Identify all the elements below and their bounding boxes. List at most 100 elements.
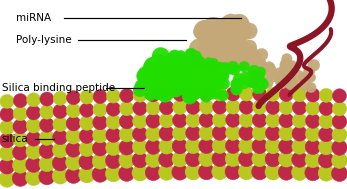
Circle shape <box>66 142 81 157</box>
Circle shape <box>276 72 287 82</box>
Circle shape <box>229 26 243 39</box>
Circle shape <box>225 53 240 68</box>
Circle shape <box>202 81 217 96</box>
Circle shape <box>132 165 148 181</box>
Circle shape <box>0 158 15 174</box>
Circle shape <box>257 62 270 75</box>
Circle shape <box>52 168 68 184</box>
Circle shape <box>105 153 121 169</box>
Circle shape <box>208 58 219 69</box>
Circle shape <box>225 46 239 61</box>
Circle shape <box>66 116 81 131</box>
Circle shape <box>183 70 198 86</box>
Circle shape <box>12 145 28 160</box>
Circle shape <box>133 114 147 129</box>
Circle shape <box>155 77 174 97</box>
Circle shape <box>332 153 347 168</box>
Circle shape <box>319 88 333 102</box>
Circle shape <box>186 138 201 154</box>
Circle shape <box>197 47 214 63</box>
Circle shape <box>79 116 94 130</box>
Circle shape <box>168 79 181 92</box>
Circle shape <box>167 65 184 83</box>
Circle shape <box>26 144 41 159</box>
Circle shape <box>172 139 188 154</box>
Circle shape <box>196 45 217 65</box>
Circle shape <box>178 68 190 81</box>
Circle shape <box>165 82 178 95</box>
Circle shape <box>191 53 209 70</box>
Circle shape <box>66 103 81 118</box>
Circle shape <box>79 154 95 170</box>
Circle shape <box>212 164 228 180</box>
Circle shape <box>225 164 241 180</box>
Circle shape <box>144 88 157 101</box>
Circle shape <box>145 60 163 78</box>
Circle shape <box>182 72 196 86</box>
Circle shape <box>93 102 107 117</box>
Circle shape <box>252 125 267 140</box>
Circle shape <box>39 143 54 159</box>
Circle shape <box>305 126 320 141</box>
Circle shape <box>26 106 41 120</box>
Circle shape <box>305 165 321 181</box>
Circle shape <box>144 57 161 73</box>
Circle shape <box>230 83 242 95</box>
Circle shape <box>92 141 108 156</box>
Circle shape <box>230 79 240 89</box>
Circle shape <box>331 165 347 182</box>
Circle shape <box>158 89 171 103</box>
Circle shape <box>273 67 286 81</box>
Circle shape <box>198 30 211 44</box>
Circle shape <box>146 73 159 87</box>
Circle shape <box>239 100 254 114</box>
Circle shape <box>265 164 281 180</box>
Circle shape <box>189 80 205 95</box>
Circle shape <box>222 62 230 69</box>
Circle shape <box>249 73 264 89</box>
Circle shape <box>219 24 239 44</box>
Circle shape <box>284 63 296 75</box>
Circle shape <box>212 125 227 140</box>
Circle shape <box>198 151 214 167</box>
Circle shape <box>190 71 204 85</box>
Circle shape <box>256 78 269 90</box>
Circle shape <box>202 74 218 90</box>
Circle shape <box>281 53 292 64</box>
Circle shape <box>211 19 232 40</box>
Circle shape <box>255 57 266 68</box>
Circle shape <box>199 47 217 65</box>
Circle shape <box>259 79 269 90</box>
Circle shape <box>209 76 218 85</box>
Circle shape <box>231 79 243 90</box>
Circle shape <box>269 72 279 82</box>
Circle shape <box>205 57 220 72</box>
Circle shape <box>265 151 281 167</box>
Circle shape <box>152 88 164 100</box>
Circle shape <box>149 77 166 93</box>
Circle shape <box>203 40 218 54</box>
Circle shape <box>283 77 293 86</box>
Circle shape <box>186 69 202 86</box>
Circle shape <box>185 151 201 167</box>
Text: Poly-lysine: Poly-lysine <box>16 35 71 45</box>
Circle shape <box>201 63 212 74</box>
Circle shape <box>143 59 162 77</box>
Circle shape <box>225 67 233 75</box>
Circle shape <box>332 140 347 155</box>
Circle shape <box>198 67 210 79</box>
Circle shape <box>279 88 293 101</box>
Circle shape <box>153 72 167 85</box>
Circle shape <box>247 69 257 80</box>
Circle shape <box>208 73 222 87</box>
Circle shape <box>306 82 316 93</box>
Circle shape <box>216 21 233 37</box>
Circle shape <box>253 100 267 114</box>
Circle shape <box>168 57 183 71</box>
Circle shape <box>79 103 94 117</box>
Circle shape <box>92 166 108 182</box>
Circle shape <box>181 83 191 93</box>
Circle shape <box>119 114 134 129</box>
Circle shape <box>217 43 231 58</box>
Circle shape <box>253 75 264 86</box>
